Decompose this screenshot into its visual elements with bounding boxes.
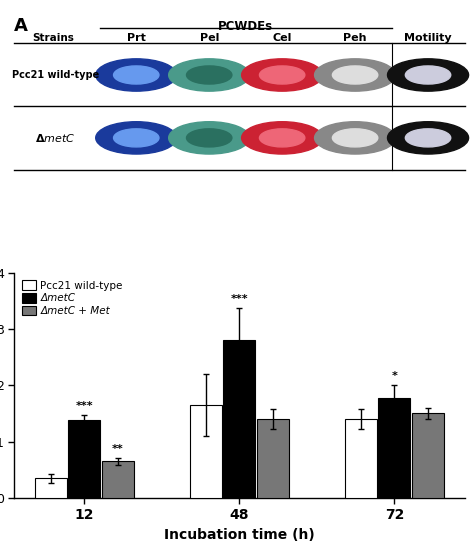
Circle shape — [96, 122, 177, 154]
Circle shape — [242, 122, 323, 154]
Bar — [378, 398, 410, 498]
Circle shape — [114, 66, 159, 84]
X-axis label: Incubation time (h): Incubation time (h) — [164, 528, 315, 542]
Bar — [345, 419, 377, 498]
Text: ***: *** — [75, 401, 93, 411]
Circle shape — [259, 66, 305, 84]
Text: A: A — [14, 17, 28, 35]
Circle shape — [332, 66, 378, 84]
Text: Prt: Prt — [127, 33, 146, 43]
Circle shape — [186, 66, 232, 84]
Circle shape — [114, 129, 159, 147]
Circle shape — [169, 59, 250, 91]
Text: Strains: Strains — [32, 33, 73, 43]
Circle shape — [242, 59, 323, 91]
Bar — [102, 461, 134, 498]
Bar — [257, 419, 289, 498]
Text: Motility: Motility — [404, 33, 452, 43]
Text: Pcc21 wild-type: Pcc21 wild-type — [12, 70, 99, 80]
Text: Cel: Cel — [273, 33, 292, 43]
Circle shape — [315, 122, 396, 154]
Text: Pel: Pel — [200, 33, 219, 43]
Bar — [35, 478, 67, 498]
Text: **: ** — [112, 445, 124, 455]
Bar — [190, 405, 222, 498]
Circle shape — [186, 129, 232, 147]
Text: PCWDEs: PCWDEs — [218, 20, 273, 33]
Circle shape — [169, 122, 250, 154]
Circle shape — [388, 122, 469, 154]
Text: ***: *** — [230, 294, 248, 304]
Text: Δ$\mathit{metC}$: Δ$\mathit{metC}$ — [35, 132, 75, 144]
Bar — [68, 420, 100, 498]
Circle shape — [405, 66, 451, 84]
Text: *: * — [392, 372, 397, 382]
Circle shape — [259, 129, 305, 147]
Bar — [223, 341, 255, 498]
Circle shape — [315, 59, 396, 91]
Text: Peh: Peh — [343, 33, 367, 43]
Circle shape — [388, 59, 469, 91]
Circle shape — [405, 129, 451, 147]
Circle shape — [332, 129, 378, 147]
Legend: Pcc21 wild-type, ΔmetC, ΔmetC + Met: Pcc21 wild-type, ΔmetC, ΔmetC + Met — [19, 278, 125, 319]
Circle shape — [96, 59, 177, 91]
Bar — [412, 414, 444, 498]
